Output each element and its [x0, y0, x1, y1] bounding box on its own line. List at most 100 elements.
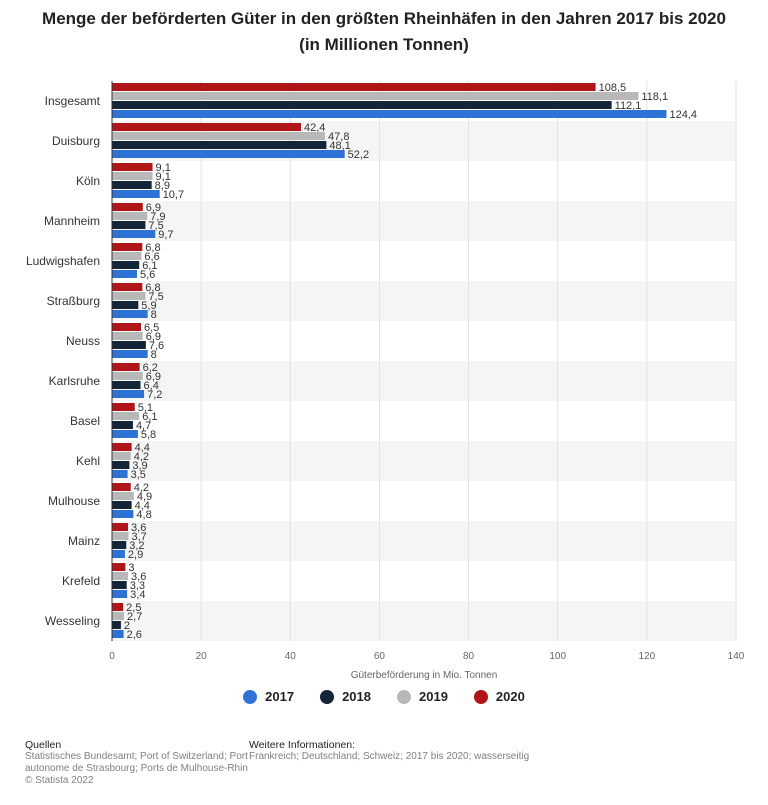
legend-item-2018[interactable]: 2018	[320, 689, 371, 704]
info-heading: Weitere Informationen:	[249, 739, 356, 751]
data-label: 7,9	[150, 211, 165, 223]
chart-title: Menge der beförderten Güter in den größt…	[40, 6, 728, 58]
x-tick-label: 60	[374, 651, 386, 662]
x-tick-label: 100	[549, 651, 566, 662]
bar-krefeld-2019	[112, 572, 129, 580]
bar-mannheim-2017	[112, 230, 156, 238]
bar-krefeld-2017	[112, 590, 128, 598]
bar-koln-2020	[112, 163, 153, 171]
chart-title-line1: Menge der beförderten Güter in den größt…	[42, 9, 726, 28]
data-label: 3	[128, 562, 134, 574]
info-block: Weitere Informationen: Frankreich; Deuts…	[249, 739, 529, 763]
bar-mannheim-2020	[112, 203, 143, 211]
bar-mannheim-2019	[112, 212, 148, 220]
x-tick-label: 0	[109, 651, 115, 662]
bar-ludwigshafen-2018	[112, 261, 140, 269]
legend-marker	[397, 689, 411, 704]
data-label: 4,4	[135, 442, 150, 454]
row-band	[112, 441, 736, 481]
data-label: 6,5	[144, 322, 159, 334]
x-tick-label: 80	[463, 651, 475, 662]
data-label: 2	[124, 620, 130, 632]
category-label: Mainz	[68, 534, 100, 548]
data-label: 9,1	[156, 162, 171, 174]
data-label: 6,1	[142, 260, 157, 272]
data-label: 9,7	[158, 229, 173, 241]
data-label: 2,9	[128, 549, 143, 561]
sources-line-1: Statistisches Bundesamt; Port of Switzer…	[25, 751, 248, 762]
bar-basel-2020	[112, 403, 135, 411]
x-tick-label: 140	[728, 651, 745, 662]
bar-insgesamt-2020	[112, 83, 596, 91]
data-label: 8,9	[155, 180, 170, 192]
bar-karlsruhe-2019	[112, 372, 143, 380]
category-label: Insgesamt	[45, 94, 101, 108]
data-label: 3,4	[130, 589, 145, 601]
sources-heading: Quellen	[25, 739, 62, 751]
data-label: 6,8	[145, 242, 160, 254]
bar-basel-2018	[112, 421, 133, 429]
bar-mulhouse-2019	[112, 492, 134, 500]
bar-wesseling-2017	[112, 630, 124, 638]
x-axis-title: Güterbeförderung in Mio. Tonnen	[351, 670, 498, 681]
data-label: 4,9	[137, 491, 152, 503]
bar-krefeld-2018	[112, 581, 127, 589]
data-label: 10,7	[163, 189, 184, 201]
data-label: 3,3	[130, 580, 145, 592]
legend-marker	[473, 689, 488, 704]
bar-kehl-2019	[112, 452, 131, 460]
bar-insgesamt-2017	[112, 110, 667, 118]
bar-strassburg-2018	[112, 301, 139, 309]
data-label: 6,4	[144, 380, 159, 392]
category-label: Mannheim	[44, 214, 100, 228]
bar-mainz-2018	[112, 541, 127, 549]
legend-label: 2020	[495, 689, 525, 704]
data-label: 7,6	[149, 340, 164, 352]
bar-mulhouse-2018	[112, 501, 132, 509]
data-label: 3,5	[131, 469, 146, 481]
data-label: 7,2	[147, 389, 162, 401]
row-band	[112, 601, 736, 641]
bar-mainz-2019	[112, 532, 129, 540]
data-label: 4,8	[136, 509, 151, 521]
category-label: Mulhouse	[48, 494, 100, 508]
legend-item-2019[interactable]: 2019	[397, 689, 448, 704]
legend-item-2017[interactable]: 2017	[243, 689, 294, 704]
data-label: 6,8	[145, 282, 160, 294]
legend-item-2020[interactable]: 2020	[473, 689, 525, 704]
data-label: 7,5	[148, 291, 163, 303]
bar-mainz-2017	[112, 550, 125, 558]
chart-title-line2: (in Millionen Tonnen)	[299, 35, 469, 54]
legend-label: 2019	[419, 689, 448, 704]
bar-duisburg-2019	[112, 132, 326, 140]
data-label: 6,9	[146, 202, 161, 214]
bar-koln-2018	[112, 181, 152, 189]
data-label: 6,1	[142, 411, 157, 423]
data-label: 2,6	[127, 629, 142, 641]
sources-line-2: autonome de Strasbourg; Ports de Mulhous…	[25, 763, 248, 774]
category-label: Karlsruhe	[49, 374, 101, 388]
x-tick-label: 120	[639, 651, 656, 662]
data-label: 3,6	[131, 522, 146, 534]
bar-duisburg-2018	[112, 141, 327, 149]
data-label: 112,1	[615, 100, 642, 112]
legend-marker	[320, 689, 335, 704]
bar-mainz-2020	[112, 523, 129, 531]
data-label: 3,6	[131, 571, 146, 583]
bar-insgesamt-2019	[112, 92, 639, 100]
data-label: 6,9	[146, 371, 161, 383]
data-label: 108,5	[599, 82, 627, 94]
bar-wesseling-2019	[112, 612, 125, 620]
category-label: Ludwigshafen	[26, 254, 100, 268]
data-label: 47,8	[328, 131, 349, 143]
bar-ludwigshafen-2017	[112, 270, 137, 278]
x-tick-label: 20	[196, 651, 208, 662]
data-label: 2,5	[126, 602, 141, 614]
category-label: Basel	[70, 414, 100, 428]
bar-krefeld-2020	[112, 563, 126, 571]
bar-insgesamt-2018	[112, 101, 612, 109]
bar-duisburg-2020	[112, 123, 301, 131]
data-label: 7,5	[148, 220, 163, 232]
bar-basel-2017	[112, 430, 138, 438]
